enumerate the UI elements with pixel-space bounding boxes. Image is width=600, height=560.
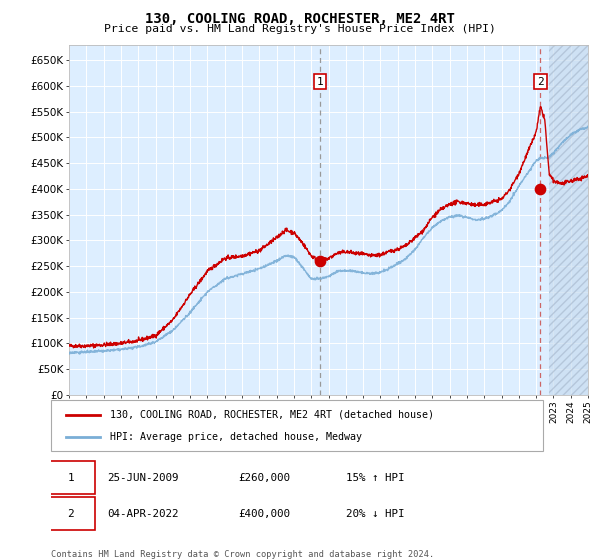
Text: Contains HM Land Registry data © Crown copyright and database right 2024.
This d: Contains HM Land Registry data © Crown c… <box>51 550 434 560</box>
Text: 1: 1 <box>67 473 74 483</box>
FancyBboxPatch shape <box>51 400 543 451</box>
Text: 25-JUN-2009: 25-JUN-2009 <box>107 473 179 483</box>
Text: Price paid vs. HM Land Registry's House Price Index (HPI): Price paid vs. HM Land Registry's House … <box>104 24 496 34</box>
Text: 15% ↑ HPI: 15% ↑ HPI <box>346 473 404 483</box>
FancyBboxPatch shape <box>46 461 95 494</box>
Text: 130, COOLING ROAD, ROCHESTER, ME2 4RT: 130, COOLING ROAD, ROCHESTER, ME2 4RT <box>145 12 455 26</box>
Text: 04-APR-2022: 04-APR-2022 <box>107 508 179 519</box>
Point <box>315 256 325 265</box>
FancyBboxPatch shape <box>46 497 95 530</box>
Text: HPI: Average price, detached house, Medway: HPI: Average price, detached house, Medw… <box>110 432 362 442</box>
Text: 130, COOLING ROAD, ROCHESTER, ME2 4RT (detached house): 130, COOLING ROAD, ROCHESTER, ME2 4RT (d… <box>110 409 434 419</box>
Text: 2: 2 <box>67 508 74 519</box>
Text: £260,000: £260,000 <box>238 473 290 483</box>
Text: 1: 1 <box>316 77 323 87</box>
Bar <box>549 45 588 395</box>
Text: £400,000: £400,000 <box>238 508 290 519</box>
Text: 2: 2 <box>537 77 544 87</box>
Point <box>536 184 545 193</box>
Text: 20% ↓ HPI: 20% ↓ HPI <box>346 508 404 519</box>
